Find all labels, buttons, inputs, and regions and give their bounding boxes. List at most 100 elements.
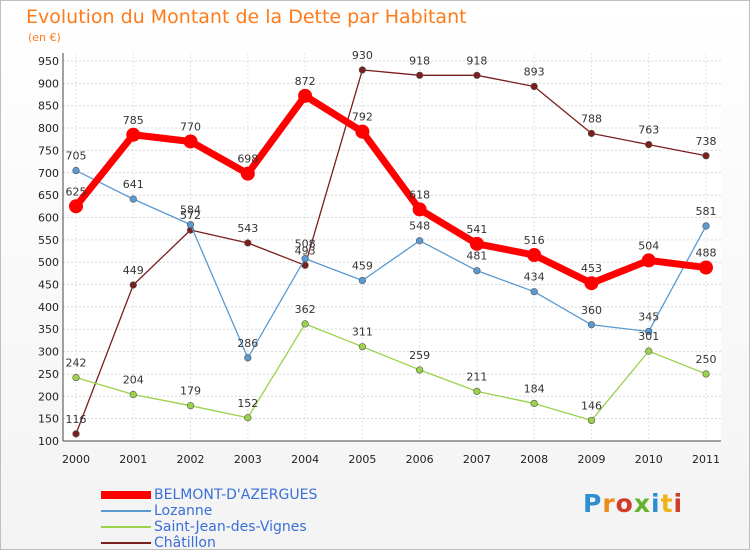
data-label: 581 <box>696 205 717 218</box>
y-tick-label: 250 <box>38 368 59 381</box>
data-point <box>129 390 137 399</box>
data-label: 738 <box>696 135 717 148</box>
data-point <box>301 320 309 328</box>
line-chart: 100 150 200 250 300 350 400 450 500 550 600 650 700 7… <box>38 49 721 466</box>
y-tick-label: 700 <box>38 167 59 180</box>
data-label: 481 <box>466 250 487 263</box>
data-label: 453 <box>581 262 602 275</box>
data-label: 286 <box>237 337 258 350</box>
data-label: 345 <box>638 310 659 323</box>
series-line <box>73 92 707 287</box>
data-point <box>186 402 195 410</box>
x-tick-label: 2008 <box>520 453 548 466</box>
data-label: 641 <box>123 178 144 191</box>
logo-letter: i <box>651 489 661 518</box>
x-tick-label: 2006 <box>406 453 434 466</box>
series-line <box>75 169 707 359</box>
series-line <box>75 323 707 422</box>
data-label: 763 <box>638 124 659 137</box>
data-label: 116 <box>66 413 87 426</box>
data-point <box>416 237 424 245</box>
y-tick-label: 100 <box>38 435 59 448</box>
legend-label: BELMONT-D'AZERGUES <box>154 487 318 503</box>
data-label: 785 <box>123 114 144 127</box>
data-point <box>355 124 370 139</box>
x-tick-label: 2007 <box>463 453 491 466</box>
data-point <box>126 127 141 142</box>
legend-label: Châtillon <box>154 535 216 551</box>
data-label: 543 <box>237 222 258 235</box>
data-label: 362 <box>295 303 316 316</box>
y-tick-label: 550 <box>38 234 59 247</box>
data-label: 250 <box>696 353 717 366</box>
y-tick-label: 600 <box>38 211 59 224</box>
legend-swatch <box>101 542 151 544</box>
data-point <box>645 347 653 355</box>
data-point <box>358 276 366 285</box>
y-tick-label: 200 <box>38 390 59 403</box>
data-point <box>530 82 538 91</box>
data-point <box>72 166 80 175</box>
logo-letter: i <box>673 489 684 518</box>
y-tick-label: 850 <box>38 100 59 113</box>
data-point <box>244 414 252 422</box>
data-point <box>473 71 481 79</box>
data-point <box>469 236 484 251</box>
data-label: 146 <box>581 399 602 412</box>
legend-swatch <box>101 510 151 512</box>
y-tick-label: 300 <box>38 346 59 359</box>
data-point <box>358 66 366 74</box>
y-tick-label: 650 <box>38 189 59 202</box>
data-label: 893 <box>524 65 545 78</box>
data-label: 584 <box>180 204 201 217</box>
data-point <box>244 239 252 247</box>
y-tick-label: 750 <box>38 144 59 157</box>
x-tick-label: 2011 <box>692 453 720 466</box>
data-point <box>72 373 80 382</box>
data-label: 625 <box>66 185 87 198</box>
logo-letter: o <box>615 489 634 518</box>
x-tick-label: 2000 <box>62 453 90 466</box>
data-point <box>584 276 599 291</box>
x-tick-label: 2005 <box>348 453 376 466</box>
x-tick-label: 2010 <box>635 453 663 466</box>
data-label: 792 <box>352 111 373 124</box>
data-label: 152 <box>237 397 258 410</box>
y-tick-label: 800 <box>38 122 59 135</box>
data-point <box>416 366 424 374</box>
logo-letter: r <box>602 489 616 518</box>
data-label: 930 <box>352 49 373 62</box>
data-label: 698 <box>237 153 258 166</box>
data-label: 770 <box>180 120 201 133</box>
data-point <box>473 387 481 395</box>
data-point <box>412 202 427 217</box>
data-point <box>587 321 596 329</box>
x-tick-label: 2003 <box>234 453 262 466</box>
proxiti-logo: Proxiti <box>583 489 683 518</box>
y-tick-label: 900 <box>38 77 59 90</box>
data-point <box>358 343 366 351</box>
x-tick-label: 2009 <box>577 453 605 466</box>
data-point <box>183 134 198 149</box>
data-label: 242 <box>66 357 87 370</box>
y-tick-label: 950 <box>38 55 59 68</box>
data-point <box>69 199 83 214</box>
data-label: 618 <box>409 188 430 201</box>
legend-label: Lozanne <box>154 503 213 519</box>
x-tick-label: 2002 <box>177 453 205 466</box>
data-label: 311 <box>352 326 373 339</box>
data-point <box>587 416 596 425</box>
chart-unit-label: (en €) <box>28 31 61 44</box>
data-point <box>72 430 80 438</box>
data-label: 504 <box>638 239 659 252</box>
series-line <box>75 69 707 435</box>
data-label: 301 <box>638 330 659 343</box>
logo-letter: x <box>633 489 651 518</box>
data-label: 204 <box>123 374 144 387</box>
x-tick-label: 2001 <box>119 453 147 466</box>
data-point <box>702 370 710 378</box>
data-point <box>645 327 653 336</box>
chart-title: Evolution du Montant de la Dette par Hab… <box>26 6 467 28</box>
data-label: 872 <box>295 75 316 88</box>
